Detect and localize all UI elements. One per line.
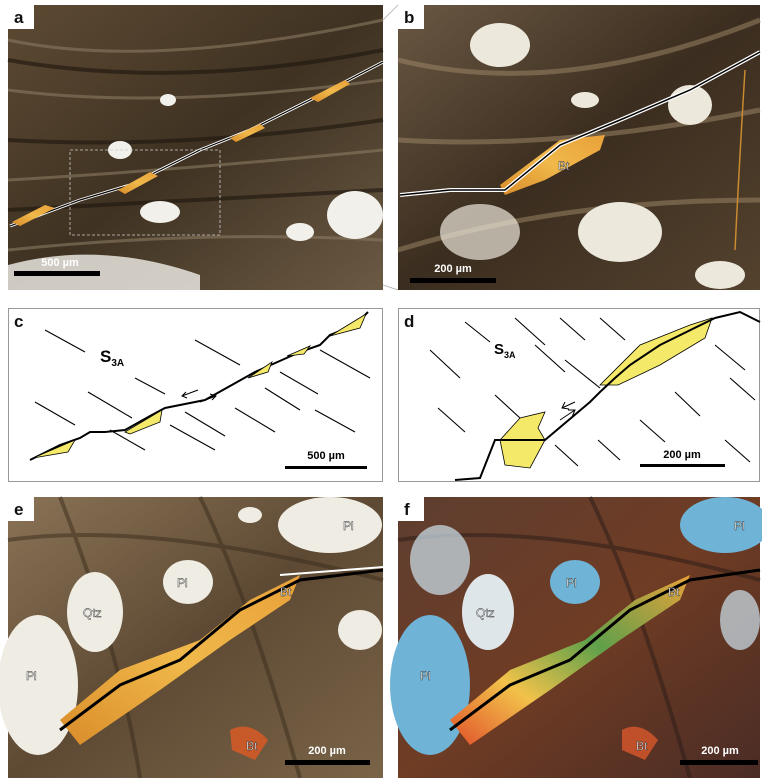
mineral-label: Pl xyxy=(420,669,431,683)
mineral-label: Bt xyxy=(246,739,258,753)
scale-bar-label: 200 µm xyxy=(434,263,472,275)
mineral-label: Pl xyxy=(26,669,37,683)
mineral-label: Pl xyxy=(734,519,745,533)
panel-e: e Pl Pl Qtz Pl Bt Bt 200 µm xyxy=(0,497,383,778)
scale-bar-label: 500 µm xyxy=(307,450,345,462)
panel-d: d S3A 200 µm xyxy=(399,309,761,482)
panel-label: f xyxy=(404,500,410,519)
scale-bar-label: 200 µm xyxy=(663,449,701,461)
panel-label: d xyxy=(404,312,414,331)
panel-label: e xyxy=(14,500,23,519)
mineral-label: Bt xyxy=(280,585,292,599)
page: {"figure":{"panels":[ {"label":"a","scal… xyxy=(0,0,762,778)
mineral-label: Qtz xyxy=(83,606,102,620)
scale-bar-label: 200 µm xyxy=(308,745,346,757)
mineral-label: Bt xyxy=(558,159,570,173)
panel-c: c S3A 500 µm xyxy=(9,309,383,482)
scale-bar-label: 200 µm xyxy=(701,745,739,757)
panel-f: f Pl Pl Qtz Pl Bt Bt 200 µm xyxy=(390,497,762,778)
panel-label: b xyxy=(404,8,414,27)
panel-a: a 500 µm xyxy=(8,5,398,290)
panel-label: c xyxy=(14,312,23,331)
mineral-label: Pl xyxy=(177,576,188,590)
mineral-label: Pl xyxy=(566,576,577,590)
scale-bar-label: 500 µm xyxy=(41,257,79,269)
figure: a 500 µm b Bt 200 µm c S3A 500 µm d S3A … xyxy=(0,0,762,778)
mineral-label: Bt xyxy=(668,585,680,599)
foliation-subscript: 3A xyxy=(111,358,124,369)
mineral-label: Bt xyxy=(636,739,648,753)
foliation-symbol: S xyxy=(494,341,504,358)
foliation-symbol: S xyxy=(100,347,111,366)
panel-label: a xyxy=(14,8,24,27)
foliation-subscript: 3A xyxy=(504,350,516,360)
mineral-label: Qtz xyxy=(476,606,495,620)
mineral-label: Pl xyxy=(343,519,354,533)
panel-b: b Bt 200 µm xyxy=(398,5,760,290)
